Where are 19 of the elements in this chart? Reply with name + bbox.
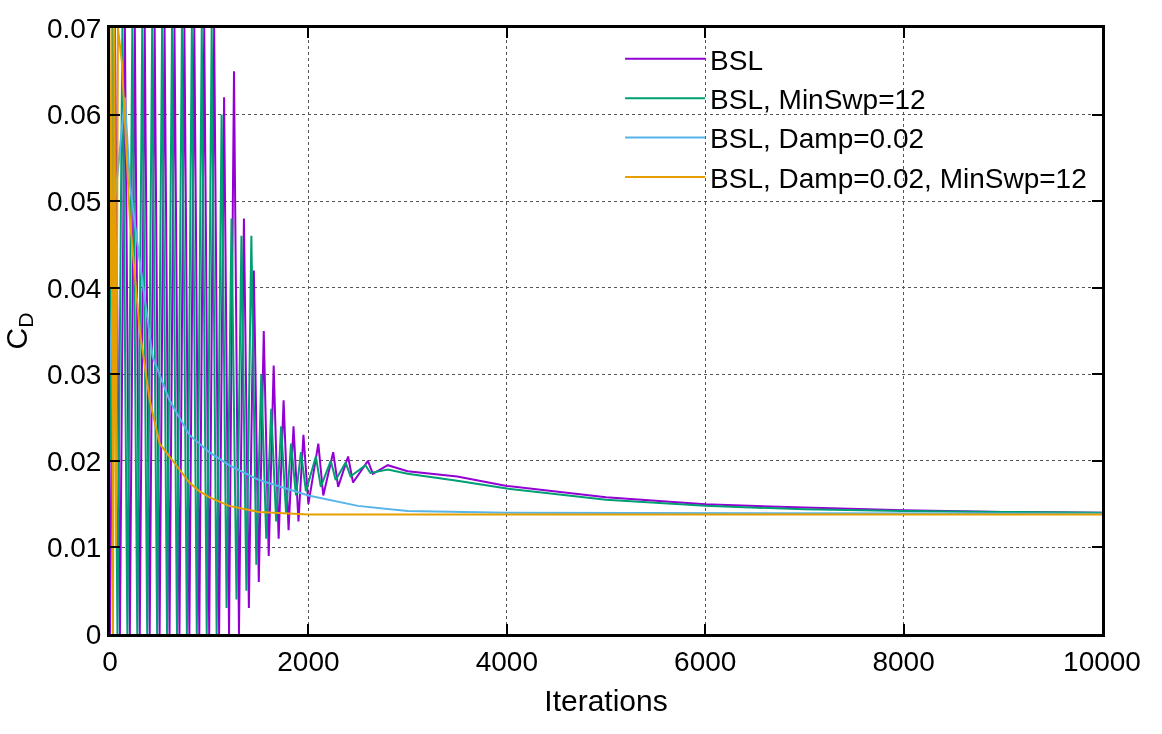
- y-tick-label: 0.01: [46, 532, 102, 564]
- y-tick-label: 0.03: [46, 359, 102, 391]
- x-axis-title: Iterations: [544, 684, 668, 718]
- x-tick-label: 8000: [872, 645, 935, 677]
- x-tick-label: 10000: [1063, 645, 1141, 677]
- legend-label: BSL, Damp=0.02: [710, 123, 925, 155]
- legend-label: BSL: [710, 44, 764, 76]
- legend-label: BSL, Damp=0.02, MinSwp=12: [710, 162, 1087, 194]
- y-tick-label: 0.04: [46, 272, 102, 304]
- y-tick-label: 0.02: [46, 445, 102, 477]
- legend-label: BSL, MinSwp=12: [710, 84, 926, 116]
- y-tick-label: 0.07: [46, 12, 102, 44]
- y-tick-label: 0.06: [46, 99, 102, 131]
- y-tick-label: 0: [85, 618, 102, 650]
- line-series: [110, 28, 1102, 634]
- y-tick-label: 0.05: [46, 185, 102, 217]
- x-tick-label: 6000: [674, 645, 737, 677]
- x-tick-label: 2000: [277, 645, 340, 677]
- x-tick-label: 4000: [475, 645, 538, 677]
